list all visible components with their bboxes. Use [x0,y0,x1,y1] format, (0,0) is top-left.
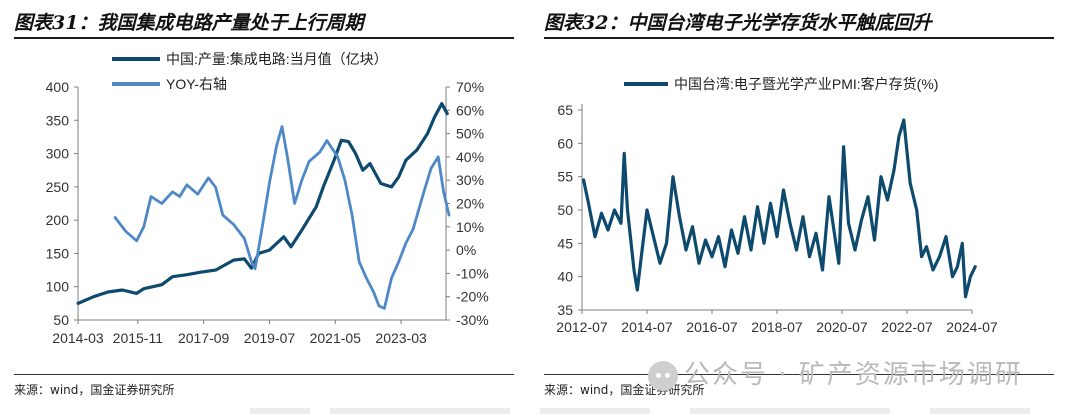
taiwan-inventory-chart: 35 40 45 50 55 60 65 2012-07 2014-07 2016-07 2018-… [556,76,998,335]
y-tick-label: 35 [557,302,573,318]
x-tick-label: 2016-07 [686,319,738,335]
left-footer-rule [14,374,514,375]
y-right-tick-label: -30% [456,312,489,328]
y-left-tick-label: 250 [46,179,70,195]
y-left-tick-label: 400 [46,79,70,95]
y-left-tick-label: 100 [46,279,70,295]
right-footer-rule [544,374,1054,375]
x-tick-label: 2012-07 [556,319,608,335]
series-line-inventory [582,118,977,299]
watermark: 公众号 · 矿产资源市场调研 [648,354,1023,391]
y-right-tick-label: 0% [456,242,476,258]
left-source: 来源：wind，国金证券研究所 [14,383,175,397]
y-left-tick-label: 200 [46,212,70,228]
y-left-tick-label: 50 [53,312,69,328]
watermark-text: 公众号 · 矿产资源市场调研 [684,360,1023,390]
x-tick-label: 2014-03 [52,330,104,346]
cut-off-text-strip [0,402,1080,416]
y-right-tick-label: 70% [456,79,484,95]
x-tick-label: 2019-07 [244,330,296,346]
series-line-production [76,102,449,305]
y-right-tick-label: 50% [456,126,484,142]
x-tick-label: 2020-07 [816,319,868,335]
x-tick-label: 2015-11 [113,330,164,346]
x-tick-label: 2021-05 [310,330,362,346]
x-tick-label: 2018-07 [751,319,803,335]
x-tick-label: 2014-07 [621,319,673,335]
wechat-icon [648,360,678,391]
y-right-tick-label: 20% [456,196,484,212]
y-left-tick-label: 300 [46,146,70,162]
legend-label: 中国台湾:电子暨光学产业PMI:客户存货(%) [674,76,938,92]
x-tick-label: 2022-07 [881,319,933,335]
x-tick-label: 2023-03 [375,330,427,346]
right-chart-title: 图表32：中国台湾电子光学存货水平触底回升 [544,12,932,34]
y-tick-label: 60 [557,135,573,151]
left-chart-title: 图表31：我国集成电路产量处于上行周期 [14,12,364,34]
y-right-tick-label: 60% [456,102,484,118]
y-right-tick-label: 40% [456,149,484,165]
y-right-tick-label: 30% [456,172,484,188]
x-tick-label: 2017-09 [178,330,230,346]
y-tick-label: 65 [557,102,573,118]
series-line-yoy [113,125,451,310]
ic-production-chart: 50 100 150 200 250 300 350 400 -30% -20% -10% 0% 10%… [46,51,489,346]
legend-label: 中国:产量:集成电路:当月值（亿块） [166,51,388,67]
y-tick-label: 40 [557,269,573,285]
x-tick-label: 2024-07 [946,319,998,335]
y-right-tick-label: -10% [456,265,489,281]
y-tick-label: 50 [557,202,573,218]
y-right-tick-label: -20% [456,289,489,305]
left-title-rule [14,37,514,39]
y-right-tick-label: 10% [456,219,484,235]
y-left-tick-label: 150 [46,245,70,261]
y-left-tick-label: 350 [46,112,70,128]
legend-label: YOY-右轴 [166,76,227,92]
y-tick-label: 45 [557,235,573,251]
right-title-rule [544,37,1054,39]
y-tick-label: 55 [557,169,573,185]
